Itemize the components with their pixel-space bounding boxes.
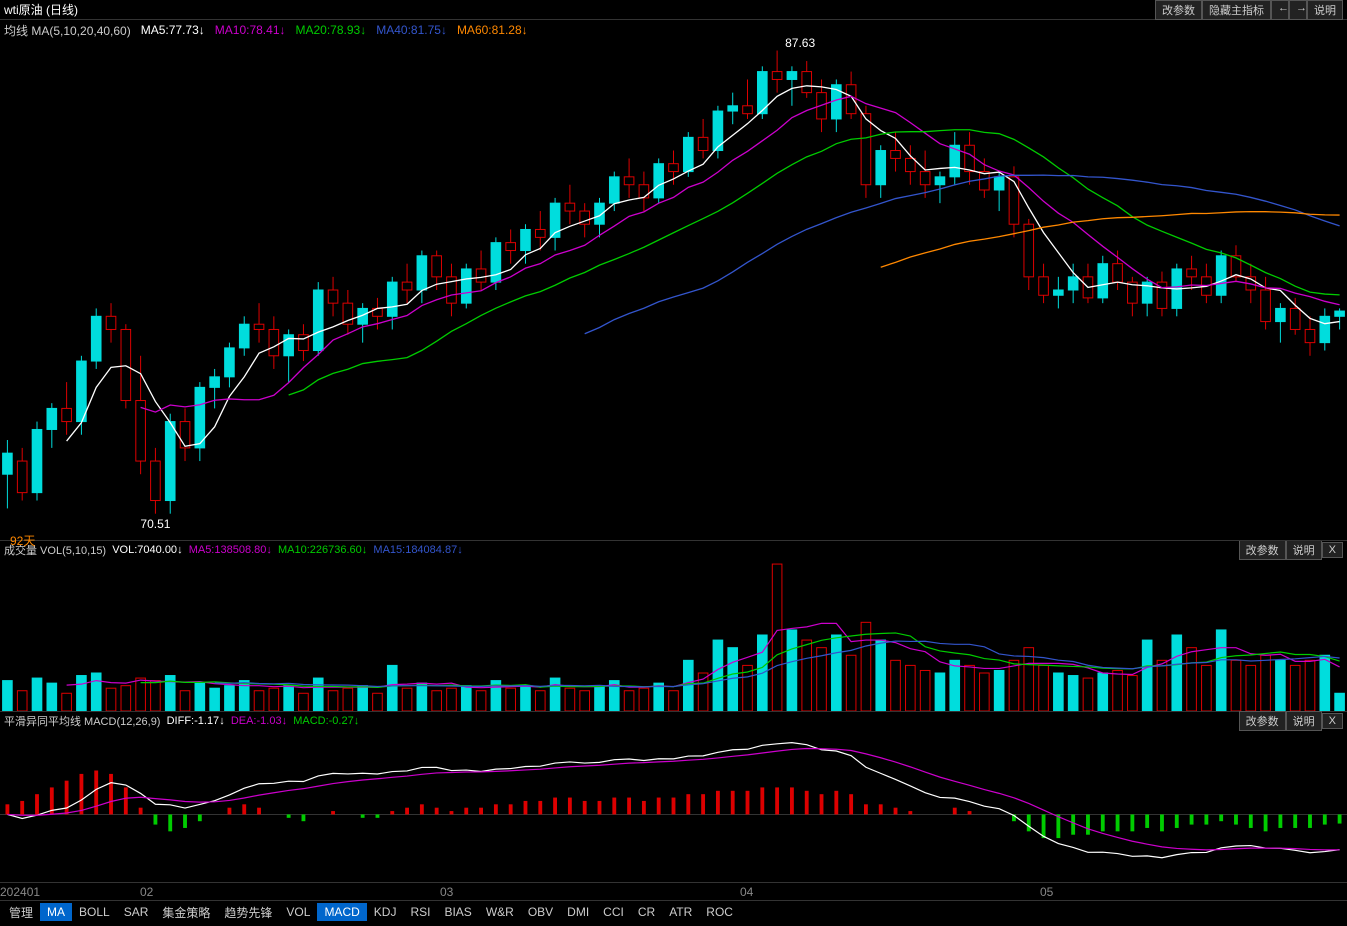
vol-close-button[interactable]: X — [1322, 542, 1343, 558]
header-buttons: 改参数 隐藏主指标 ← → 说明 — [1155, 0, 1343, 20]
ma40-value: MA40:81.75↓ — [376, 23, 447, 37]
chart-header: wti原油 (日线) 改参数 隐藏主指标 ← → 说明 — [0, 0, 1347, 20]
ma-legend-label: 均线 MA(5,10,20,40,60) — [4, 22, 131, 39]
vol-params-button[interactable]: 改参数 — [1239, 540, 1286, 560]
xaxis-label: 05 — [1040, 885, 1053, 899]
xaxis-label: 202401 — [0, 885, 40, 899]
indicator-tab-roc[interactable]: ROC — [699, 903, 740, 921]
days-label: 92天 — [10, 532, 35, 549]
vol-value: VOL:7040.00↓ — [112, 544, 182, 556]
volume-panel: 成交量 VOL(5,10,15) VOL:7040.00↓ MA5:138508… — [0, 541, 1347, 712]
macd-params-button[interactable]: 改参数 — [1239, 711, 1286, 731]
diff-value: DIFF:-1.17↓ — [167, 715, 225, 727]
main-candlestick-chart[interactable]: 87.63 70.51 92天 — [0, 40, 1347, 541]
indicator-tab-sar[interactable]: SAR — [117, 903, 156, 921]
macd-value: MACD:-0.27↓ — [293, 715, 359, 727]
indicator-tab-obv[interactable]: OBV — [521, 903, 560, 921]
vol-ma15-value: MA15:184084.87↓ — [373, 544, 462, 556]
macd-help-button[interactable]: 说明 — [1286, 711, 1322, 731]
macd-close-button[interactable]: X — [1322, 713, 1343, 729]
indicator-tab-ma[interactable]: MA — [40, 903, 72, 921]
indicator-tab-管理[interactable]: 管理 — [2, 902, 40, 923]
next-button[interactable]: → — [1289, 0, 1307, 20]
dea-value: DEA:-1.03↓ — [231, 715, 287, 727]
xaxis-label: 02 — [140, 885, 153, 899]
volume-chart[interactable] — [0, 559, 1347, 711]
ma-legend: 均线 MA(5,10,20,40,60) MA5:77.73↓ MA10:78.… — [0, 20, 1347, 40]
macd-chart[interactable] — [0, 730, 1347, 882]
macd-legend: 平滑异同平均线 MACD(12,26,9) DIFF:-1.17↓ DEA:-1… — [0, 712, 1347, 730]
indicator-tab-boll[interactable]: BOLL — [72, 903, 117, 921]
params-button[interactable]: 改参数 — [1155, 0, 1202, 20]
macd-panel: 平滑异同平均线 MACD(12,26,9) DIFF:-1.17↓ DEA:-1… — [0, 712, 1347, 883]
hide-main-button[interactable]: 隐藏主指标 — [1202, 0, 1271, 20]
high-price-label: 87.63 — [785, 36, 815, 50]
ma5-value: MA5:77.73↓ — [141, 23, 205, 37]
xaxis-label: 04 — [740, 885, 753, 899]
low-price-label: 70.51 — [140, 517, 170, 531]
indicator-tab-趋势先锋[interactable]: 趋势先锋 — [217, 902, 279, 923]
indicator-tab-w&r[interactable]: W&R — [479, 903, 521, 921]
help-button[interactable]: 说明 — [1307, 0, 1343, 20]
indicator-tab-atr[interactable]: ATR — [662, 903, 699, 921]
macd-legend-label: 平滑异同平均线 MACD(12,26,9) — [4, 713, 160, 729]
vol-ma10-value: MA10:226736.60↓ — [278, 544, 367, 556]
indicator-tab-cci[interactable]: CCI — [596, 903, 631, 921]
indicator-tab-集金策略[interactable]: 集金策略 — [155, 902, 217, 923]
vol-help-button[interactable]: 说明 — [1286, 540, 1322, 560]
ma10-value: MA10:78.41↓ — [215, 23, 286, 37]
indicator-tab-cr[interactable]: CR — [631, 903, 662, 921]
x-axis: 202401 02 03 04 05 — [0, 883, 1347, 901]
ma60-value: MA60:81.28↓ — [457, 23, 528, 37]
volume-legend: 成交量 VOL(5,10,15) VOL:7040.00↓ MA5:138508… — [0, 541, 1347, 559]
indicator-tab-dmi[interactable]: DMI — [560, 903, 596, 921]
indicator-tab-vol[interactable]: VOL — [279, 903, 317, 921]
indicator-tab-macd[interactable]: MACD — [317, 903, 366, 921]
prev-button[interactable]: ← — [1271, 0, 1289, 20]
indicator-tab-kdj[interactable]: KDJ — [367, 903, 404, 921]
indicator-tabs: 管理MABOLLSAR集金策略趋势先锋VOLMACDKDJRSIBIASW&RO… — [0, 901, 1347, 923]
indicator-tab-bias[interactable]: BIAS — [437, 903, 478, 921]
vol-ma5-value: MA5:138508.80↓ — [189, 544, 272, 556]
chart-title: wti原油 (日线) — [4, 1, 1155, 18]
ma20-value: MA20:78.93↓ — [296, 23, 367, 37]
indicator-tab-rsi[interactable]: RSI — [403, 903, 437, 921]
xaxis-label: 03 — [440, 885, 453, 899]
